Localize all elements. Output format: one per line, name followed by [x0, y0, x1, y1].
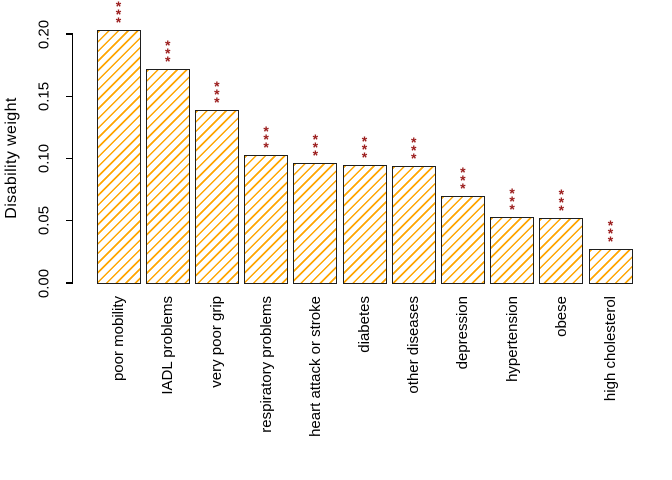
- significance-star: *: [214, 85, 220, 102]
- y-tick-label: 0.00: [35, 268, 53, 298]
- significance-star: *: [361, 148, 368, 165]
- significance-star: *: [312, 139, 319, 156]
- significance-star: *: [509, 193, 515, 209]
- significance-marker: * * *: [210, 77, 224, 110]
- x-tick-label: hypertension: [503, 296, 521, 382]
- x-tick-label: IADL problems: [159, 296, 177, 395]
- y-axis-tick: [65, 220, 73, 222]
- bar: [440, 195, 485, 284]
- bar: [96, 30, 141, 284]
- significance-star: *: [361, 140, 368, 157]
- significance-marker: * * *: [112, 0, 126, 31]
- significance-marker: * * *: [308, 131, 322, 164]
- significance-star: *: [164, 52, 171, 69]
- y-tick-label: 0.10: [35, 143, 53, 174]
- significance-star: *: [410, 141, 417, 158]
- significance-star: *: [410, 149, 417, 166]
- x-tick-label: depression: [454, 296, 472, 370]
- x-tick-label: high cholesterol: [602, 296, 619, 402]
- significance-marker: * * *: [358, 132, 372, 165]
- y-tick-label: 0.05: [35, 206, 53, 236]
- y-axis-tick: [65, 157, 73, 160]
- bar: [490, 217, 535, 284]
- significance-star: *: [263, 138, 269, 155]
- significance-star: *: [558, 194, 565, 211]
- y-axis-tick: [65, 95, 73, 97]
- x-tick-label: diabetes: [356, 296, 373, 353]
- y-tick-label: 0.20: [35, 19, 53, 49]
- significance-star: *: [361, 132, 368, 149]
- bar: [293, 163, 338, 284]
- significance-star: *: [115, 14, 122, 31]
- significance-star: *: [115, 6, 122, 23]
- significance-star: *: [115, 0, 122, 15]
- bar: [194, 109, 239, 284]
- bar: [391, 165, 436, 284]
- bar: [244, 154, 289, 284]
- significance-star: *: [214, 93, 220, 110]
- y-axis-tick: [65, 33, 73, 35]
- significance-star: *: [312, 131, 319, 148]
- x-tick-label: respiratory problems: [257, 296, 275, 433]
- significance-marker: * * *: [505, 185, 519, 217]
- x-tick-label: very poor grip: [208, 296, 226, 388]
- significance-star: *: [607, 233, 614, 250]
- significance-star: *: [607, 225, 614, 242]
- significance-star: *: [460, 163, 466, 180]
- significance-star: *: [509, 201, 515, 217]
- significance-marker: * * *: [259, 122, 273, 155]
- significance-star: *: [558, 186, 565, 203]
- significance-star: *: [509, 185, 515, 201]
- significance-star: *: [164, 36, 171, 53]
- x-tick-label: other diseases: [405, 296, 423, 394]
- significance-star: *: [607, 217, 614, 234]
- significance-marker: * * *: [407, 133, 421, 166]
- significance-marker: * * *: [554, 186, 568, 219]
- bar: [145, 68, 190, 284]
- significance-star: *: [164, 44, 171, 61]
- significance-star: *: [312, 147, 319, 164]
- significance-star: *: [558, 202, 565, 219]
- x-tick-label: heart attack or stroke: [306, 296, 324, 437]
- bar: [342, 164, 387, 284]
- y-tick-label: 0.15: [35, 81, 53, 111]
- significance-star: *: [460, 171, 466, 188]
- significance-star: *: [263, 122, 269, 139]
- significance-star: *: [214, 77, 220, 94]
- significance-marker: * * *: [604, 217, 618, 250]
- significance-star: *: [410, 133, 417, 150]
- y-axis-tick: [65, 282, 73, 284]
- significance-star: *: [263, 130, 269, 147]
- y-axis-line: [72, 33, 74, 284]
- significance-marker: * * *: [161, 36, 175, 69]
- x-tick-label: obese: [552, 296, 570, 337]
- bar: [539, 218, 584, 284]
- bar: [588, 249, 633, 284]
- significance-star: *: [460, 179, 466, 196]
- significance-marker: * * *: [456, 163, 470, 196]
- x-tick-label: poor mobility: [110, 296, 127, 382]
